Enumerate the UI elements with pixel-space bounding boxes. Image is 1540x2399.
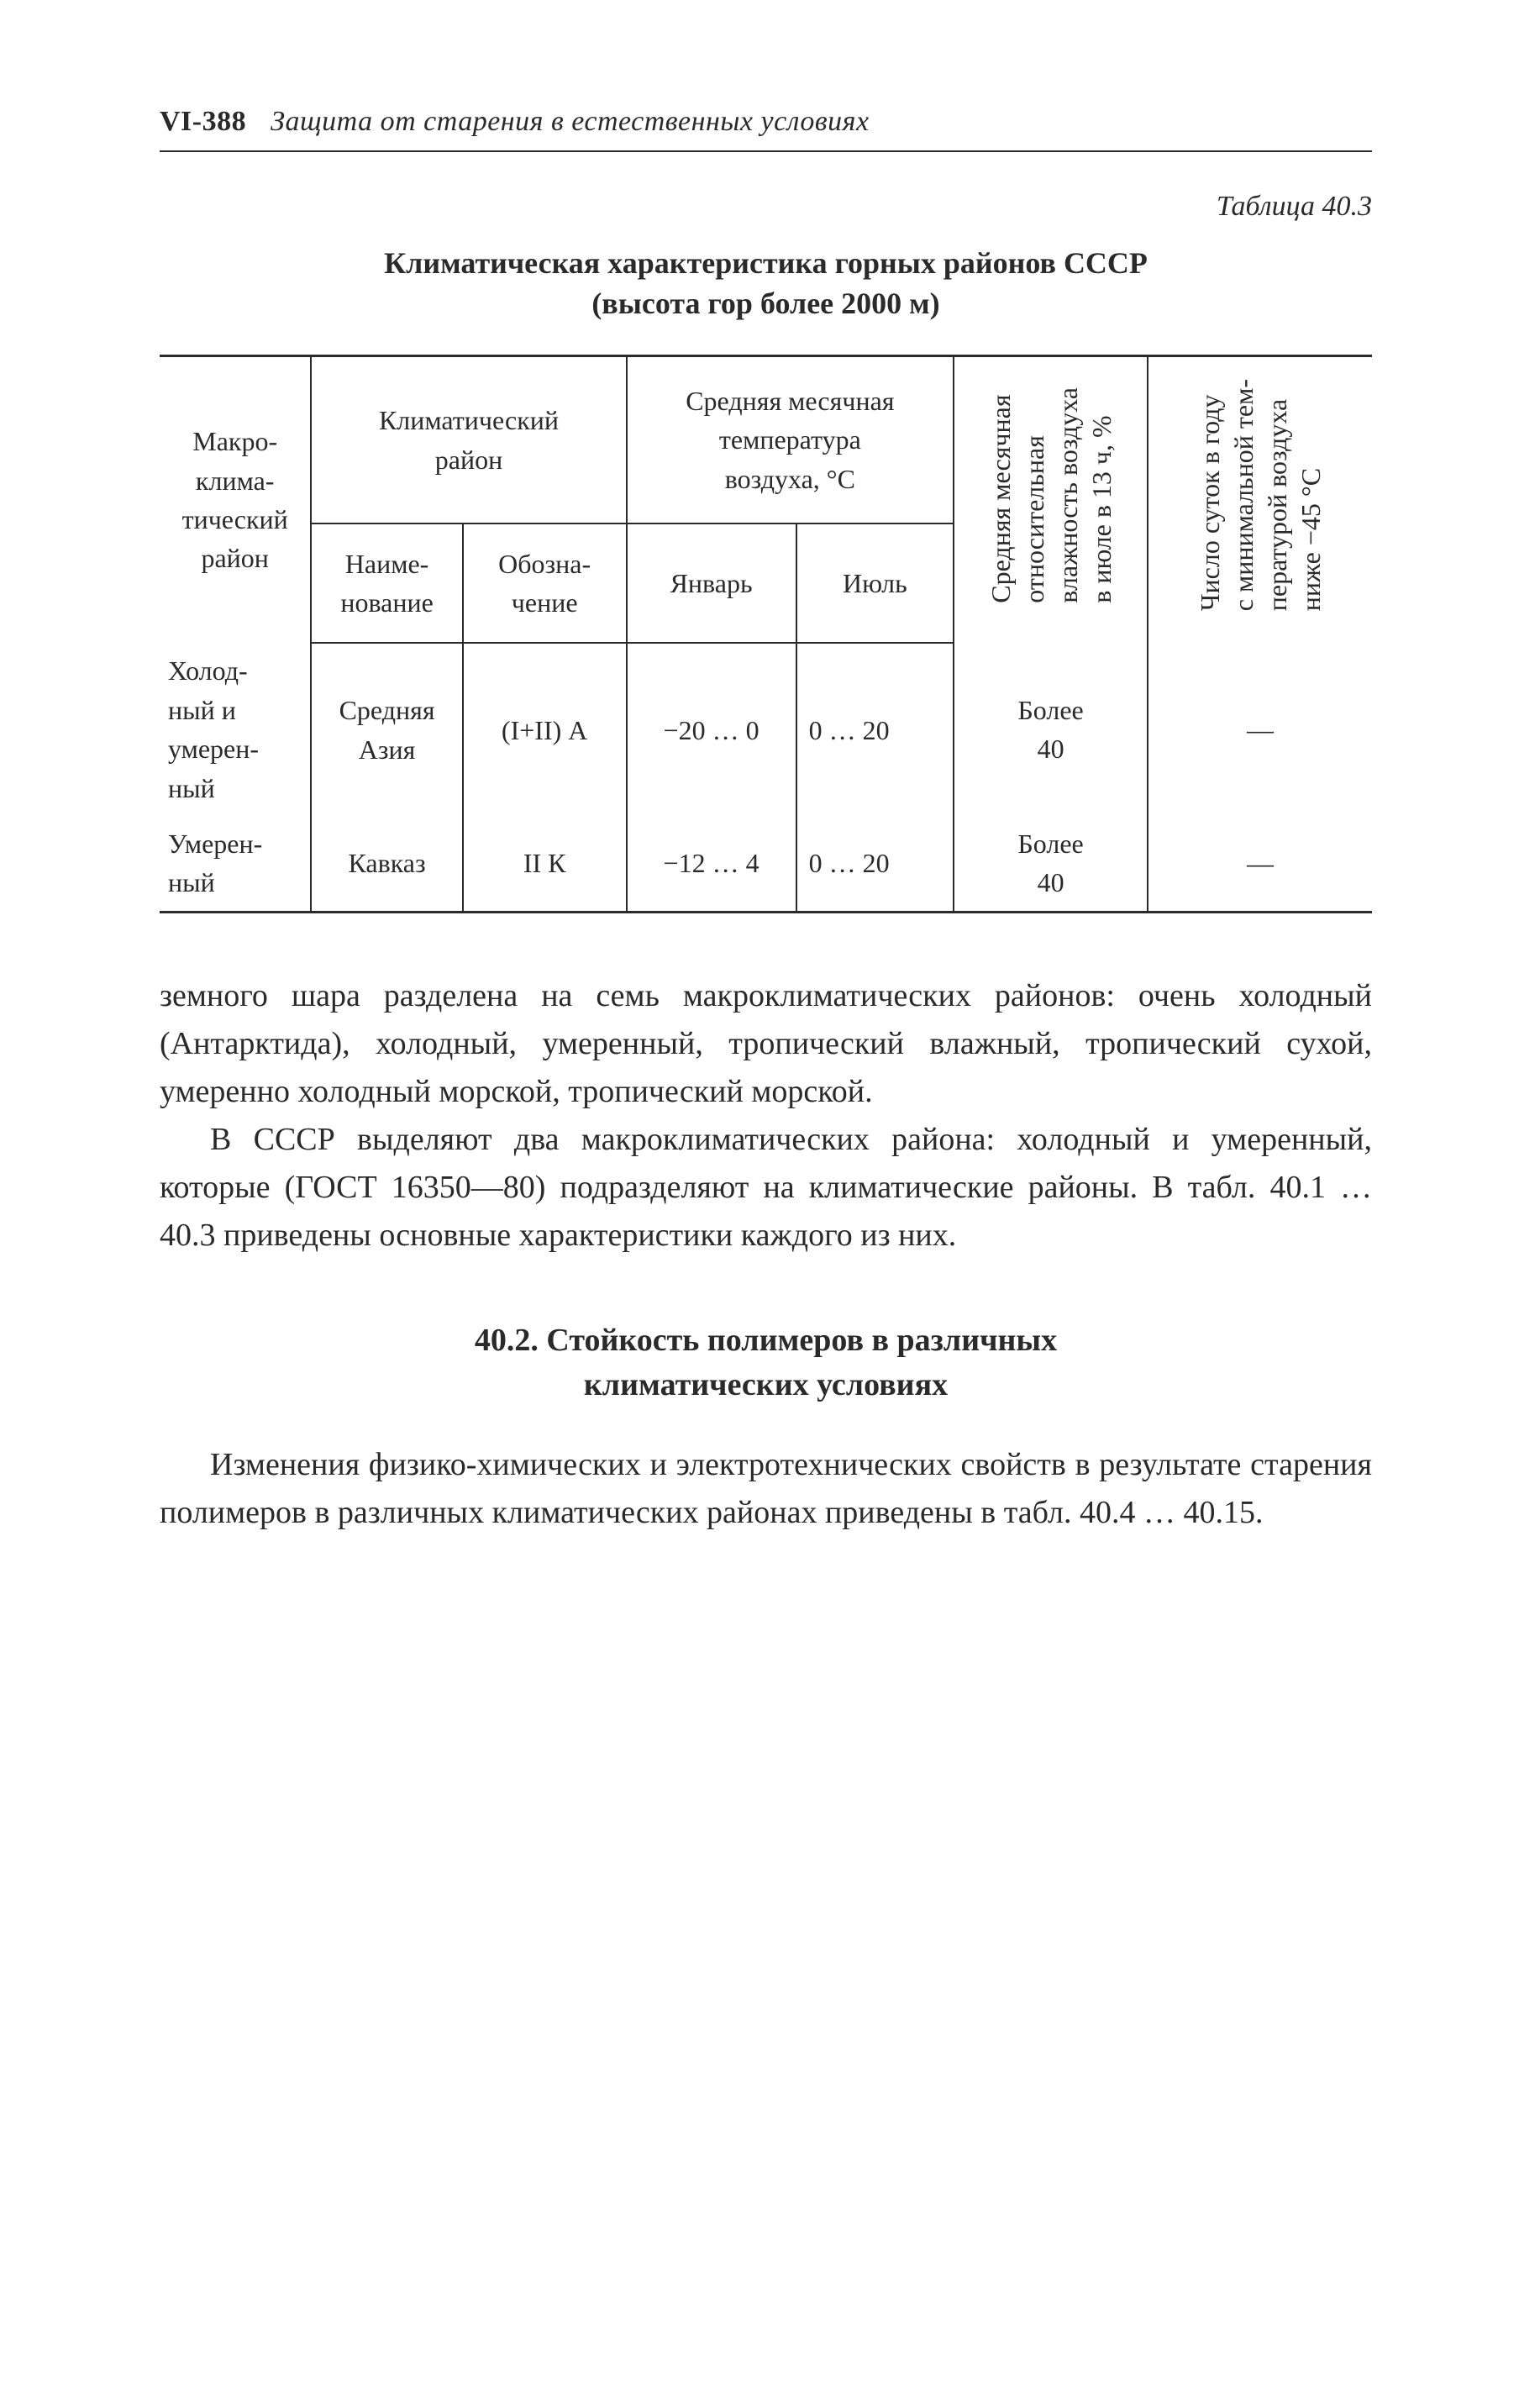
col-january: Январь xyxy=(627,523,796,643)
cell-hum: Более40 xyxy=(954,643,1148,816)
cell-name: СредняяАзия xyxy=(311,643,462,816)
cell-hum: Более40 xyxy=(954,816,1148,912)
cell-jan: −12 … 4 xyxy=(627,816,796,912)
cell-name: Кавказ xyxy=(311,816,462,912)
cell-days: — xyxy=(1148,816,1372,912)
running-head-rule xyxy=(160,150,1372,152)
cell-code: II К xyxy=(463,816,627,912)
table-title-line1: Климатическая характеристика горных райо… xyxy=(384,246,1148,280)
page: VI-388 Защита от старения в естественных… xyxy=(0,0,1540,2399)
table-row: Умерен-ный Кавказ II К −12 … 4 0 … 20 Бо… xyxy=(160,816,1372,912)
page-code: VI-388 xyxy=(160,106,246,137)
cell-macro: Умерен-ный xyxy=(160,816,311,912)
cell-jan: −20 … 0 xyxy=(627,643,796,816)
table-number: Таблица 40.3 xyxy=(160,186,1372,227)
col-code: Обозна-чение xyxy=(463,523,627,643)
col-humidity: Средняя месячнаяотносительнаявлажность в… xyxy=(954,355,1148,643)
col-climate-region: Климатическийрайон xyxy=(311,355,626,523)
running-title: Защита от старения в естественных услови… xyxy=(271,106,869,137)
cell-macro: Холод-ный иумерен-ный xyxy=(160,643,311,816)
col-name: Наиме-нование xyxy=(311,523,462,643)
section-title: 40.2. Стойкость полимеров в различныхкли… xyxy=(160,1318,1372,1407)
cell-days: — xyxy=(1148,643,1372,816)
climate-table: Макро-клима-тическийрайон Климатическийр… xyxy=(160,355,1372,913)
cell-jul: 0 … 20 xyxy=(796,816,954,912)
col-july: Июль xyxy=(796,523,954,643)
section-body: Изменения физико-химических и электротех… xyxy=(160,1441,1372,1537)
table-body: Холод-ный иумерен-ный СредняяАзия (I+II)… xyxy=(160,643,1372,912)
cell-code: (I+II) А xyxy=(463,643,627,816)
col-avg-temp: Средняя месячнаятемпературавоздуха, °С xyxy=(627,355,954,523)
cell-jul: 0 … 20 xyxy=(796,643,954,816)
paragraph-2: В СССР выделяют два макроклиматических р… xyxy=(160,1116,1372,1260)
col-days-below: Число суток в годус минимальной тем-пера… xyxy=(1148,355,1372,643)
table-title-line2: (высота гор более 2000 м) xyxy=(591,287,939,320)
section-paragraph-1: Изменения физико-химических и электротех… xyxy=(160,1441,1372,1537)
table-head: Макро-клима-тическийрайон Климатическийр… xyxy=(160,355,1372,643)
table-title: Климатическая характеристика горных райо… xyxy=(160,243,1372,324)
table-row: Холод-ный иумерен-ный СредняяАзия (I+II)… xyxy=(160,643,1372,816)
body-text-block: земного шара разделена на семь макроклим… xyxy=(160,972,1372,1260)
col-macro: Макро-клима-тическийрайон xyxy=(160,355,311,643)
running-head: VI-388 Защита от старения в естественных… xyxy=(160,101,1372,142)
paragraph-1: земного шара разделена на семь макроклим… xyxy=(160,972,1372,1116)
col-days-below-text: Число суток в годус минимальной тем-пера… xyxy=(1193,366,1327,624)
col-humidity-text: Средняя месячнаяотносительнаявлажность в… xyxy=(984,374,1118,617)
